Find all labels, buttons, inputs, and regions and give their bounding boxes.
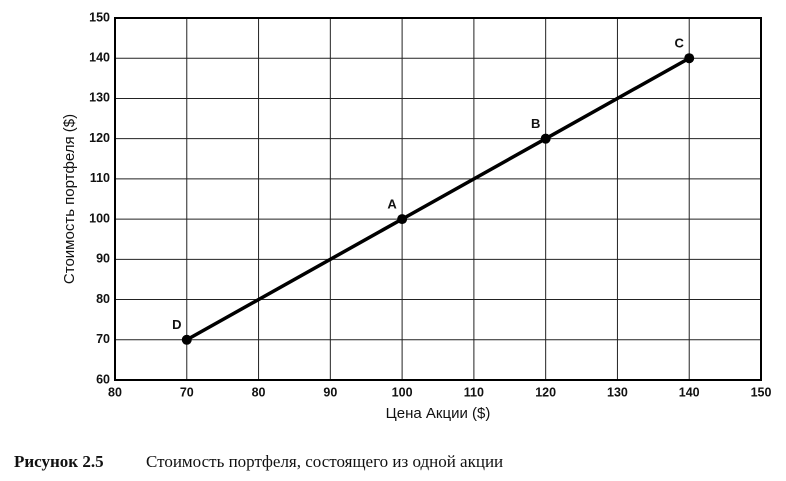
x-tick-label: 80: [108, 385, 122, 399]
x-tick-label: 140: [679, 385, 700, 399]
x-axis-title: Цена Акции ($): [386, 405, 491, 422]
y-tick-label: 110: [90, 171, 110, 185]
x-tick-label: 130: [607, 385, 628, 399]
point-label: A: [387, 197, 397, 212]
x-tick-label: 150: [751, 385, 772, 399]
y-tick-label: 130: [89, 91, 110, 105]
x-tick-label: 100: [392, 385, 413, 399]
x-tick-label: 70: [180, 385, 194, 399]
y-tick-label: 140: [89, 51, 110, 65]
y-tick-label: 100: [89, 211, 110, 225]
y-axis-title: Стоимость портфеля ($): [61, 114, 78, 284]
point-label: C: [675, 36, 685, 51]
x-tick-label: 80: [252, 385, 266, 399]
point: [181, 334, 192, 345]
caption-text: Стоимость портфеля, состоящего из одной …: [146, 452, 503, 471]
caption-label: Рисунок 2.5: [14, 452, 104, 471]
y-tick-label: 150: [89, 10, 110, 24]
point-label: D: [172, 317, 181, 332]
point-label: B: [531, 116, 540, 131]
line: [185, 56, 691, 342]
point: [684, 53, 695, 64]
y-tick-label: 120: [89, 131, 110, 145]
x-tick-label: 90: [323, 385, 337, 399]
y-tick-label: 60: [96, 372, 110, 386]
x-tick-label: 110: [464, 385, 484, 399]
point: [540, 133, 551, 144]
y-tick-label: 90: [96, 252, 110, 266]
point: [397, 214, 408, 225]
y-tick-label: 70: [96, 332, 110, 346]
x-tick-label: 120: [535, 385, 556, 399]
plot-frame: [114, 17, 762, 381]
y-tick-label: 80: [96, 292, 110, 306]
